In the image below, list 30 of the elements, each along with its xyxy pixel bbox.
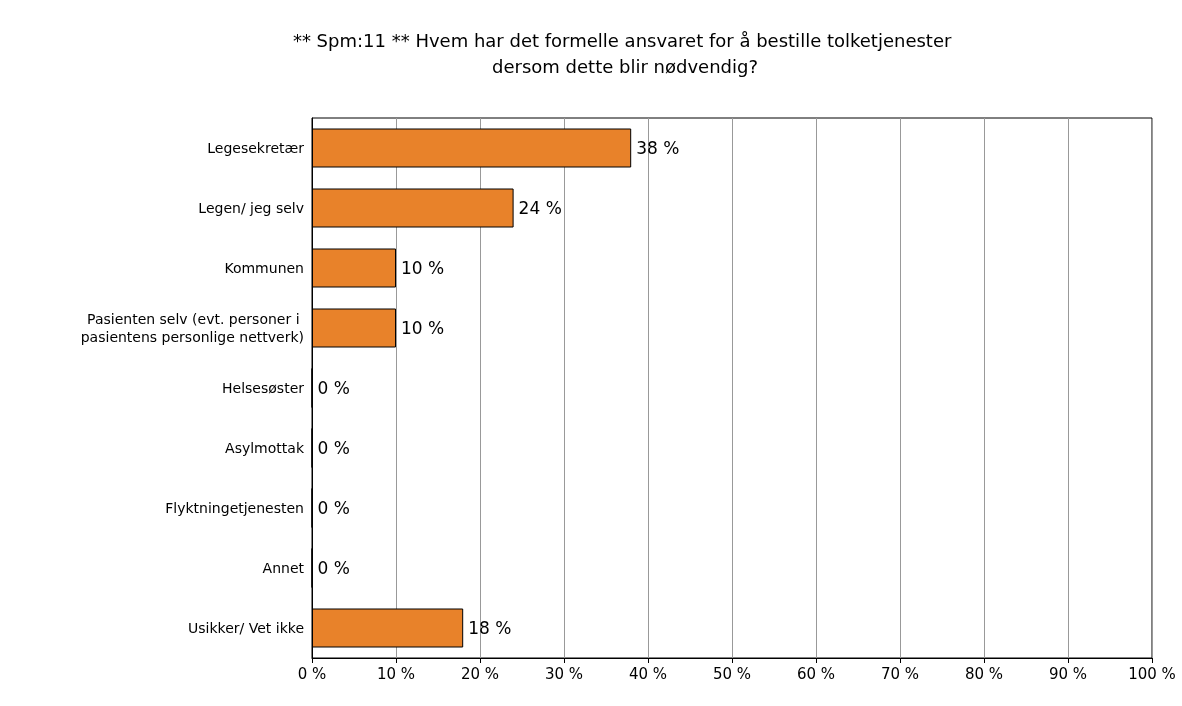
data-label: 10 %: [401, 258, 445, 278]
y-tick-label: Legen/ jeg selv: [198, 200, 304, 216]
x-tick-label: 20 %: [460, 664, 500, 683]
y-tick-label: Annet: [262, 560, 305, 576]
y-tick-label: Flyktningetjenesten: [165, 500, 304, 516]
y-tick-label: Kommunen: [224, 260, 304, 276]
x-tick-label: 80 %: [964, 664, 1004, 683]
x-tick-label: 40 %: [628, 664, 668, 683]
data-label: 10 %: [401, 318, 445, 338]
x-tick-label: 30 %: [544, 664, 584, 683]
y-tick-label: Legesekretær: [207, 140, 305, 156]
data-label: 0 %: [317, 558, 350, 578]
x-tick-label: 50 %: [712, 664, 752, 683]
data-label: 24 %: [518, 198, 562, 218]
x-tick-label: 90 %: [1048, 664, 1088, 683]
x-tick-label: 100 %: [1128, 664, 1176, 683]
x-tick-label: 10 %: [376, 664, 416, 683]
data-label: 38 %: [636, 138, 680, 158]
x-tick-label: 70 %: [880, 664, 920, 683]
chart-title: ** Spm:11 ** Hvem har det formelle ansvaret for å bestille tolketjenester dersom dette blir nødvendig?: [292, 29, 958, 77]
y-tick-label: Asylmottak: [225, 440, 305, 456]
data-label: 0 %: [317, 378, 350, 398]
x-tick-label: 0 %: [297, 664, 327, 683]
data-label: 0 %: [317, 498, 350, 518]
data-label: 18 %: [468, 618, 512, 638]
data-label: 0 %: [317, 438, 350, 458]
x-tick-label: 60 %: [796, 664, 836, 683]
y-tick-label: Pasienten selv (evt. personer i pasientens personlige nettverk): [80, 311, 304, 345]
y-tick-label: Usikker/ Vet ikke: [188, 620, 304, 636]
y-tick-label: Helsesøster: [222, 380, 305, 396]
